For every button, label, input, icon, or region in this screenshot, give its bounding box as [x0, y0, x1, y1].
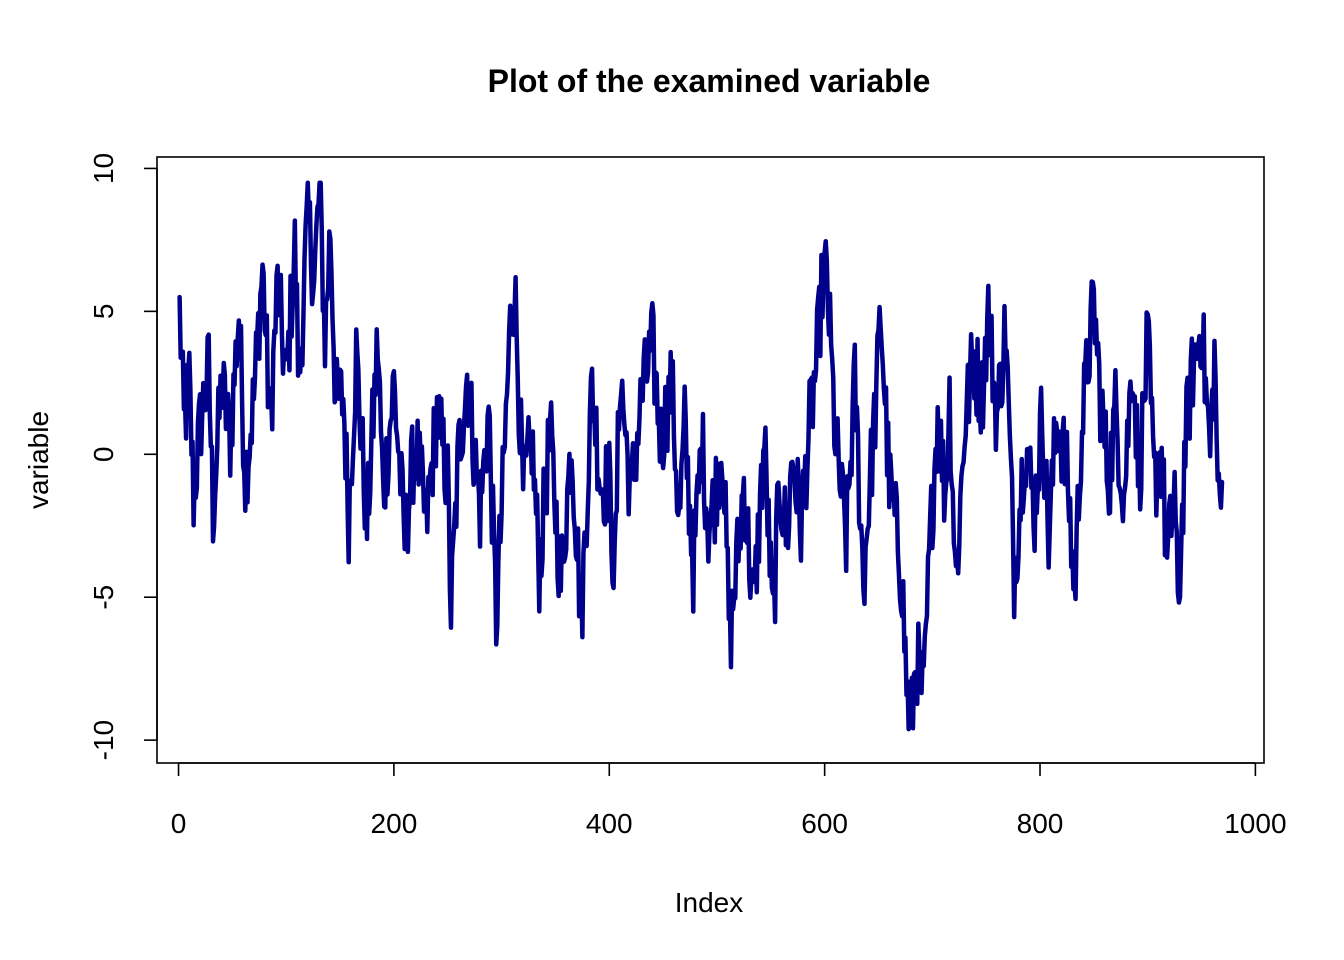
x-tick-label: 400 [586, 808, 633, 839]
y-tick-label: 5 [88, 304, 119, 320]
series-group [177, 180, 1225, 732]
x-tick-label: 0 [171, 808, 187, 839]
series-line [177, 180, 1225, 732]
y-axis-label: variable [23, 411, 54, 509]
y-tick-label: 10 [88, 153, 119, 184]
y-tick-label: -10 [88, 720, 119, 760]
chart-title: Plot of the examined variable [488, 63, 931, 99]
x-tick-label: 200 [371, 808, 418, 839]
x-tick-label: 800 [1017, 808, 1064, 839]
x-axis: 0 200 400 600 800 1000 [171, 762, 1287, 839]
x-tick-label: 1000 [1224, 808, 1286, 839]
x-axis-label: Index [675, 887, 744, 918]
y-tick-label: 0 [88, 446, 119, 462]
x-tick-label: 600 [801, 808, 848, 839]
y-tick-label: -5 [88, 585, 119, 610]
y-axis: -10 -5 0 5 10 [88, 153, 158, 760]
